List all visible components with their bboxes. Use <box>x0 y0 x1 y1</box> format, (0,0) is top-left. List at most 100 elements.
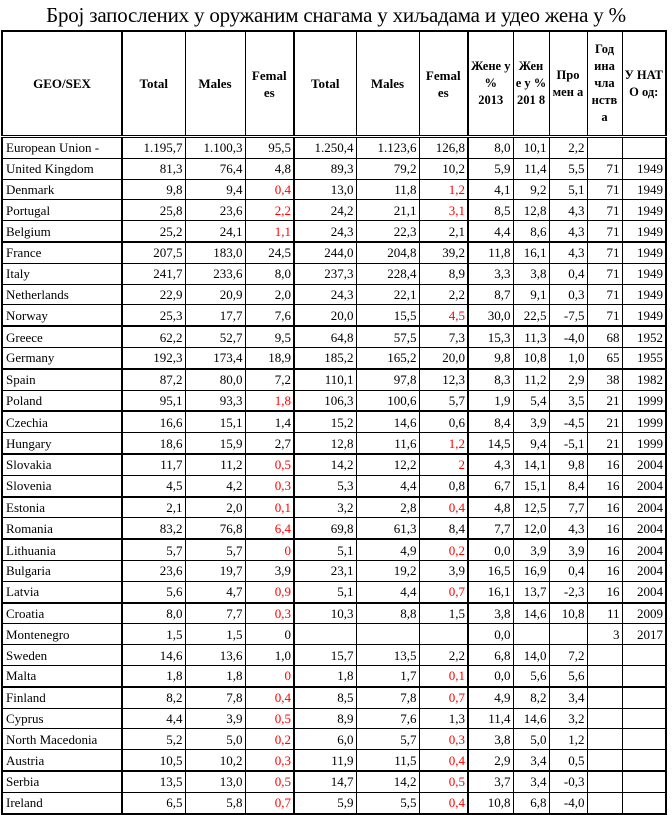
value-cell: 1949 <box>621 304 667 327</box>
country-cell: Latvia <box>1 580 123 604</box>
value-cell: 16,5 <box>467 559 514 582</box>
value-cell: 207,5 <box>121 240 186 264</box>
country-cell: Spain <box>1 367 123 391</box>
value-cell: 0,5 <box>548 749 588 772</box>
value-cell <box>586 644 623 666</box>
value-cell: 71 <box>586 283 623 306</box>
value-cell: 5,0 <box>184 728 246 751</box>
value-cell: 1,0 <box>548 346 588 370</box>
country-cell: Estonia <box>1 495 123 519</box>
value-cell <box>512 623 550 646</box>
value-cell: 15,9 <box>184 432 246 455</box>
value-cell: 10,2 <box>418 157 469 180</box>
value-cell: 12,8 <box>293 432 357 455</box>
value-cell: 22,9 <box>121 283 186 306</box>
value-cell: 2004 <box>621 495 667 519</box>
country-cell: United Kingdom <box>1 157 123 180</box>
value-cell: -4,0 <box>548 791 588 815</box>
value-cell: 9,8 <box>548 452 588 476</box>
value-cell: 1949 <box>621 262 667 285</box>
country-cell: Romania <box>1 517 123 540</box>
value-cell: 71 <box>586 262 623 285</box>
value-cell: 228,4 <box>355 262 420 285</box>
value-cell: 5,7 <box>418 389 469 412</box>
country-cell: Malta <box>1 664 123 688</box>
value-cell: 11,6 <box>355 432 420 455</box>
value-cell: 2,0 <box>244 283 295 306</box>
value-cell: -7,5 <box>548 304 588 327</box>
value-cell: 20,0 <box>418 346 469 370</box>
value-cell: 11,8 <box>355 178 420 201</box>
value-cell: 9,8 <box>467 346 514 370</box>
value-cell: 8,0 <box>467 136 514 159</box>
value-cell: 6,0 <box>293 728 357 751</box>
country-cell: Norway <box>1 304 123 327</box>
value-cell: 21 <box>586 432 623 455</box>
value-cell <box>418 623 469 646</box>
value-cell <box>621 644 667 666</box>
value-cell: 7,6 <box>355 707 420 730</box>
value-cell: 3,4 <box>512 769 550 793</box>
value-cell: 62,2 <box>121 325 186 348</box>
value-cell: 0,7 <box>418 685 469 709</box>
value-cell: 4,7 <box>184 580 246 604</box>
value-cell: 11,2 <box>512 367 550 391</box>
column-header: Femal es <box>418 30 469 137</box>
value-cell: 64,8 <box>293 325 357 348</box>
value-cell: 10,8 <box>467 791 514 815</box>
table-row: Slovenia 4,5 4,2 0,3 5,3 4,4 0,8 6,7 15,1 8,4 16 20… <box>1 474 667 498</box>
value-cell: 1949 <box>621 220 667 243</box>
column-header: Males <box>355 30 420 137</box>
country-cell: Finland <box>1 685 123 709</box>
value-cell: 21 <box>586 389 623 412</box>
value-cell: 8,6 <box>512 220 550 243</box>
value-cell: 2009 <box>621 601 667 625</box>
table-row: Croatia 8,0 7,7 0,3 10,3 8,8 1,5 3,8 14,6 10,8 11 2… <box>1 601 667 625</box>
value-cell: 8,4 <box>418 517 469 540</box>
country-cell: Slovenia <box>1 474 123 498</box>
value-cell: 0,7 <box>244 791 295 815</box>
value-cell: 1,2 <box>548 728 588 751</box>
table-row: Austria 10,5 10,2 0,3 11,9 11,5 0,4 2,9 3,4 0,5 <box>1 749 667 772</box>
value-cell: 23,6 <box>184 199 246 222</box>
value-cell: 1,8 <box>184 664 246 688</box>
value-cell: 4,4 <box>121 707 186 730</box>
value-cell: 10,5 <box>121 749 186 772</box>
value-cell: 3,2 <box>548 707 588 730</box>
value-cell: 1949 <box>621 178 667 201</box>
value-cell <box>586 769 623 793</box>
value-cell: 0 <box>244 623 295 646</box>
value-cell: 11,8 <box>467 240 514 264</box>
value-cell: 20,9 <box>184 283 246 306</box>
value-cell: 4,3 <box>548 199 588 222</box>
value-cell: 81,3 <box>121 157 186 180</box>
value-cell: 3,9 <box>512 538 550 561</box>
country-cell: Lithuania <box>1 538 123 561</box>
value-cell <box>621 707 667 730</box>
value-cell: 204,8 <box>355 240 420 264</box>
value-cell: 0,4 <box>548 559 588 582</box>
value-cell: 12,8 <box>512 199 550 222</box>
table-row: Slovakia 11,7 11,2 0,5 14,2 12,2 2 4,3 14,1 9,8 16… <box>1 452 667 476</box>
value-cell: 4,1 <box>467 178 514 201</box>
table-body: European Union -1.195,7 1.100,3 95,5 1.250,… <box>1 136 667 815</box>
table-row: Poland 95,1 93,3 1,8 106,3 100,6 5,7 1,9 5,4 3,5 2… <box>1 389 667 412</box>
value-cell: 2004 <box>621 559 667 582</box>
value-cell: 3,9 <box>418 559 469 582</box>
value-cell: 7,7 <box>184 601 246 625</box>
value-cell: 16,9 <box>512 559 550 582</box>
value-cell: 5,5 <box>355 791 420 815</box>
value-cell: 11,4 <box>512 157 550 180</box>
value-cell: 2004 <box>621 517 667 540</box>
value-cell: 7,7 <box>467 517 514 540</box>
country-cell: Bulgaria <box>1 559 123 582</box>
value-cell <box>621 685 667 709</box>
table-row: Sweden 14,6 13,6 1,0 15,7 13,5 2,2 6,8 14,0 7,2 <box>1 644 667 666</box>
value-cell: 1982 <box>621 367 667 391</box>
country-cell: Czechia <box>1 410 123 434</box>
table-row: Finland 8,2 7,8 0,4 8,5 7,8 0,7 4,9 8,2 3,4 <box>1 685 667 709</box>
value-cell <box>586 664 623 688</box>
value-cell <box>586 707 623 730</box>
value-cell: 4,3 <box>548 220 588 243</box>
value-cell: 0,4 <box>418 791 469 815</box>
